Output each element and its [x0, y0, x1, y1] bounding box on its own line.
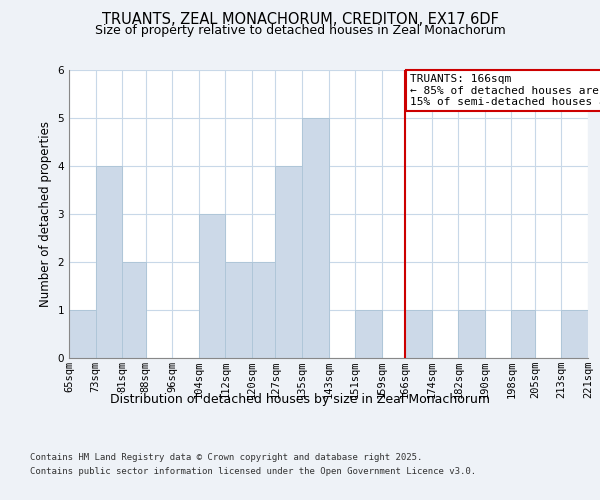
Text: Contains HM Land Registry data © Crown copyright and database right 2025.: Contains HM Land Registry data © Crown c… — [30, 454, 422, 462]
Bar — [355, 310, 382, 358]
Bar — [302, 118, 329, 358]
Text: TRUANTS: 166sqm
← 85% of detached houses are smaller (23)
15% of semi-detached h: TRUANTS: 166sqm ← 85% of detached houses… — [410, 74, 600, 107]
Text: TRUANTS, ZEAL MONACHORUM, CREDITON, EX17 6DF: TRUANTS, ZEAL MONACHORUM, CREDITON, EX17… — [101, 12, 499, 28]
Text: Distribution of detached houses by size in Zeal Monachorum: Distribution of detached houses by size … — [110, 392, 490, 406]
Bar — [252, 262, 275, 358]
Text: Size of property relative to detached houses in Zeal Monachorum: Size of property relative to detached ho… — [95, 24, 505, 37]
Bar — [199, 214, 226, 358]
Bar — [122, 262, 146, 358]
Bar — [275, 166, 302, 358]
Y-axis label: Number of detached properties: Number of detached properties — [39, 120, 52, 306]
Bar — [405, 310, 431, 358]
Bar — [95, 166, 122, 358]
Bar — [562, 310, 588, 358]
Bar — [226, 262, 252, 358]
Text: Contains public sector information licensed under the Open Government Licence v3: Contains public sector information licen… — [30, 467, 476, 476]
Bar — [69, 310, 95, 358]
Bar — [511, 310, 535, 358]
Bar — [458, 310, 485, 358]
